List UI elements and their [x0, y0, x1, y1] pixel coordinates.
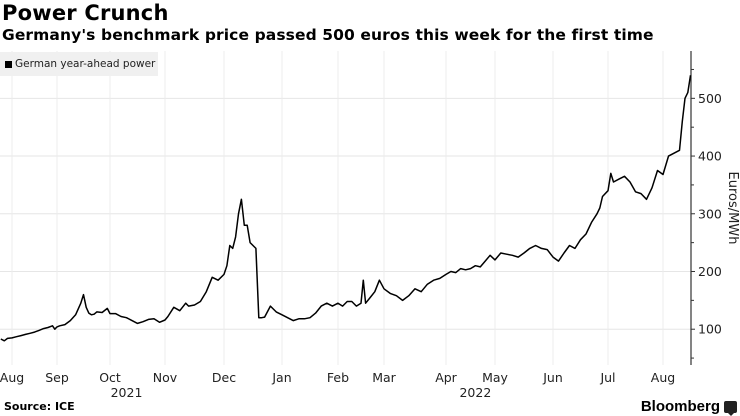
- x-tick-label: Sep: [45, 370, 69, 385]
- x-tick-label: Jan: [271, 370, 291, 385]
- x-tick-label: Feb: [327, 370, 349, 385]
- x-tick-label: Jul: [599, 370, 615, 385]
- series-line-german-power: [0, 75, 692, 342]
- x-year-label: 2021: [111, 385, 143, 400]
- legend-label: German year-ahead power: [15, 58, 156, 70]
- x-tick-label: May: [482, 370, 508, 385]
- x-tick-label: Dec: [212, 370, 236, 385]
- y-axis-label: Euros/MWh: [725, 172, 740, 245]
- y-tick-label: 500: [698, 91, 722, 106]
- x-tick-label: Nov: [153, 370, 178, 385]
- y-tick-label: 300: [698, 206, 722, 221]
- grid-lines: [0, 51, 691, 365]
- x-tick-label: Aug: [0, 370, 24, 385]
- legend-swatch-german-power: [5, 60, 12, 68]
- series-layer: [0, 75, 692, 342]
- x-tick-label: Aug: [651, 370, 675, 385]
- x-tick-label: Jun: [542, 370, 563, 385]
- y-axis: 100 200 300 400 500: [690, 51, 722, 365]
- source-note: Source: ICE: [4, 400, 75, 413]
- legend: German year-ahead power: [0, 52, 158, 76]
- x-tick-label: Mar: [372, 370, 396, 385]
- chart-subtitle: Germany's benchmark price passed 500 eur…: [2, 26, 654, 44]
- y-tick-label: 400: [698, 149, 722, 164]
- x-tick-label: Oct: [99, 370, 121, 385]
- chart-title: Power Crunch: [2, 1, 169, 25]
- x-tick-label: Apr: [435, 370, 457, 385]
- brand-logo-text: Bloomberg: [640, 398, 720, 415]
- x-axis: Aug Sep Oct Nov Dec Jan Feb Mar Apr May Jun Jul Aug 2…: [0, 370, 675, 400]
- y-tick-label: 100: [698, 322, 722, 337]
- x-year-label: 2022: [459, 385, 491, 400]
- y-tick-label: 200: [698, 264, 722, 279]
- bloomberg-chart-icon: [724, 401, 737, 416]
